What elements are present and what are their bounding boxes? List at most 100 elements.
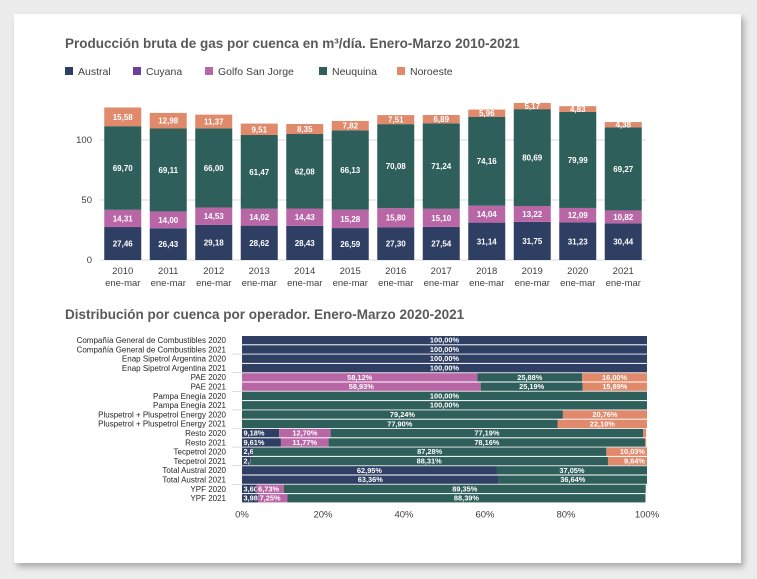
bar-2019-2 (513, 205, 551, 222)
seg-5-0 (242, 382, 481, 391)
bar-label-2019-2: 13,22 (522, 210, 543, 219)
bar-label-2013-3: 61,47 (249, 168, 270, 177)
bar-label-2010-4: 15,58 (113, 113, 134, 122)
bar-2011-2 (149, 211, 187, 229)
seg-label-5-1: 25,19% (519, 382, 544, 391)
bar-2014-3 (286, 134, 324, 209)
seg-8-1 (562, 410, 647, 419)
legend-swatch-0 (65, 67, 73, 75)
seg-3-0 (242, 363, 647, 373)
bar-2011-0 (149, 228, 187, 260)
bar-2019-3 (513, 109, 551, 206)
bar-label-2016-0: 27,30 (386, 240, 407, 249)
xtick-sub-1: ene-mar (151, 278, 186, 289)
bar-label-2010-0: 27,46 (113, 240, 134, 249)
bar-2012-3 (195, 128, 233, 208)
seg-0-0 (242, 336, 647, 345)
bar-2017-0 (422, 226, 460, 260)
seg-label-17-2: 88,39% (454, 494, 479, 503)
xtick-year-8: 2018 (476, 266, 497, 277)
seg-label-12-2: 10,03% (620, 447, 645, 456)
chart1-title: Producción bruta de gas por cuenca en m³… (65, 36, 520, 51)
bar-2016-2 (377, 208, 415, 228)
seg-4-0 (242, 373, 478, 382)
bar-label-2020-0: 31,23 (568, 237, 589, 246)
bar-label-2014-0: 28,43 (295, 239, 316, 248)
seg-label-13-1: 88,31% (417, 457, 442, 466)
bar-label-2012-3: 66,00 (204, 164, 225, 173)
seg-label-0-0: 100,00% (430, 336, 460, 345)
bar-2010-2 (104, 209, 142, 227)
seg-label-11-0: 9,61% (244, 438, 265, 447)
row-label-6: Pampa Enegía 2020 (153, 392, 226, 401)
seg-label-6-0: 100,00% (430, 391, 460, 400)
seg-16-0 (242, 484, 257, 494)
seg-17-1 (258, 494, 288, 503)
seg-10-3 (643, 429, 647, 438)
bar-label-2019-3: 80,69 (522, 154, 543, 163)
seg-label-9-1: 22,10% (590, 419, 615, 428)
seg-label-11-3: 0,27% (647, 438, 668, 447)
seg-label-15-0: 63,36% (358, 475, 383, 484)
bar-2020-0 (559, 222, 597, 260)
bar-label-2015-3: 66,13 (340, 166, 361, 175)
bar-label-2012-4: 11,37 (204, 117, 224, 126)
bar-label-2011-2: 14,00 (158, 216, 179, 225)
seg-label-16-1: 6,73% (258, 484, 279, 493)
xtick-year-9: 2019 (522, 266, 543, 277)
xtick-sub-0: ene-mar (105, 278, 140, 289)
seg-label-12-1: 87,28% (417, 447, 442, 456)
bar-2015-3 (331, 130, 369, 210)
seg-label-14-1: 37,05% (559, 466, 584, 475)
bar-2012-2 (195, 207, 233, 225)
seg-4-1 (477, 373, 583, 382)
bar-label-2011-0: 26,43 (158, 240, 179, 249)
seg-label-16-0: 3,60% (244, 484, 265, 493)
seg-11-2 (328, 438, 646, 447)
bar-label-2021-2: 10,82 (613, 213, 634, 222)
row-label-3: Enap Sipetrol Argentina 2021 (122, 364, 227, 373)
seg-label-2-0: 100,00% (430, 354, 460, 363)
bar-2010-3 (104, 126, 142, 210)
bar-2018-3 (468, 116, 506, 206)
bar-2015-4 (331, 120, 369, 131)
xtick-pct-4: 80% (556, 509, 576, 520)
seg-17-2 (287, 494, 646, 503)
row-label-5: PAE 2021 (191, 383, 227, 392)
bar-2013-4 (240, 123, 278, 136)
bar-label-2016-4: 7,51 (388, 116, 404, 125)
row-label-11: Resto 2021 (185, 438, 226, 447)
xtick-pct-2: 40% (394, 509, 414, 520)
ytick-label-0: 0 (87, 255, 92, 266)
seg-label-8-1: 20,76% (592, 410, 617, 419)
bar-label-2016-3: 70,08 (386, 162, 407, 171)
xtick-sub-10: ene-mar (560, 278, 595, 289)
bar-2013-0 (240, 225, 278, 260)
legend-label-4: Noroeste (410, 66, 453, 78)
row-label-16: YPF 2020 (190, 485, 226, 494)
chart-canvas: Producción bruta de gas por cuenca en m³… (65, 36, 669, 520)
bar-label-2020-3: 79,99 (568, 156, 589, 165)
xtick-sub-7: ene-mar (424, 278, 459, 289)
seg-label-3-0: 100,00% (430, 364, 460, 373)
bar-label-2020-2: 12,09 (568, 211, 589, 220)
seg-15-0 (242, 475, 499, 484)
seg-9-1 (557, 419, 647, 428)
bar-label-2020-4: 4,83 (570, 105, 586, 114)
bar-label-2014-2: 14,43 (295, 213, 316, 222)
seg-label-16-2: 89,35% (452, 484, 477, 493)
seg-11-0 (242, 438, 281, 447)
bar-2014-0 (286, 225, 324, 260)
seg-17-0 (242, 494, 259, 503)
bar-2013-2 (240, 208, 278, 226)
seg-label-4-2: 16,00% (602, 373, 627, 382)
bar-label-2016-2: 15,80 (386, 214, 407, 223)
seg-label-4-0: 58,12% (347, 373, 372, 382)
bar-label-2017-0: 27,54 (431, 239, 452, 248)
row-label-15: Total Austral 2021 (162, 476, 226, 485)
legend-swatch-3 (319, 67, 327, 75)
bar-2021-2 (604, 210, 642, 224)
seg-11-1 (280, 438, 329, 447)
seg-5-1 (480, 382, 583, 391)
bar-label-2018-4: 5,96 (479, 109, 495, 118)
